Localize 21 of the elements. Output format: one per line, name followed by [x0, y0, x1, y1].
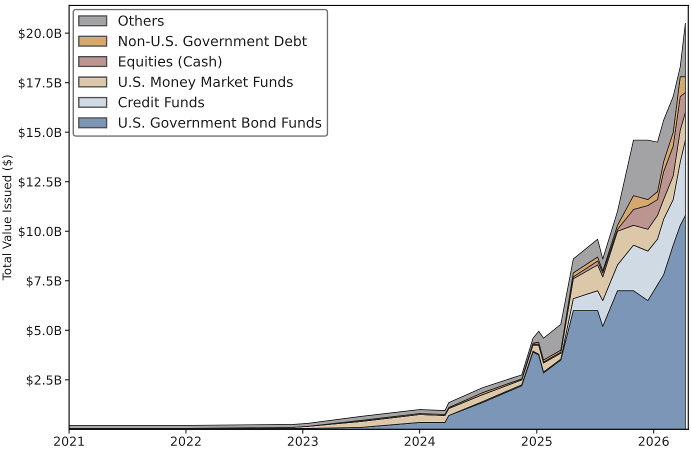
x-tick-label: 2025 [522, 436, 552, 446]
y-tick-label: $20.0B [18, 28, 62, 40]
y-tick-label: $10.0B [18, 226, 62, 238]
y-tick-label: $7.5B [26, 276, 62, 288]
y-axis-title: Total Value Issued ($) [2, 155, 13, 280]
legend-label: Non-U.S. Government Debt [119, 36, 307, 46]
y-tick-label: $17.5B [18, 78, 62, 90]
y-tick-label: $2.5B [26, 375, 62, 386]
y-tick-label: $5.0B [26, 326, 62, 337]
legend-label: U.S. Money Market Funds [118, 76, 293, 90]
y-tick-label: $15.0B [18, 127, 62, 139]
legend-label: Credit Funds [118, 96, 204, 108]
x-tick-label: 2021 [54, 436, 84, 446]
x-tick-label: 2022 [170, 436, 201, 446]
legend-label: Equities (Cash) [119, 56, 222, 70]
legend-label: Others [118, 15, 164, 26]
x-tick-label: 2024 [404, 436, 435, 446]
y-tick-label: $12.5B [18, 176, 62, 188]
x-tick-label: 2026 [638, 436, 669, 446]
legend-label: U.S. Government Bond Funds [118, 117, 322, 128]
x-tick-label: 2023 [288, 436, 318, 446]
